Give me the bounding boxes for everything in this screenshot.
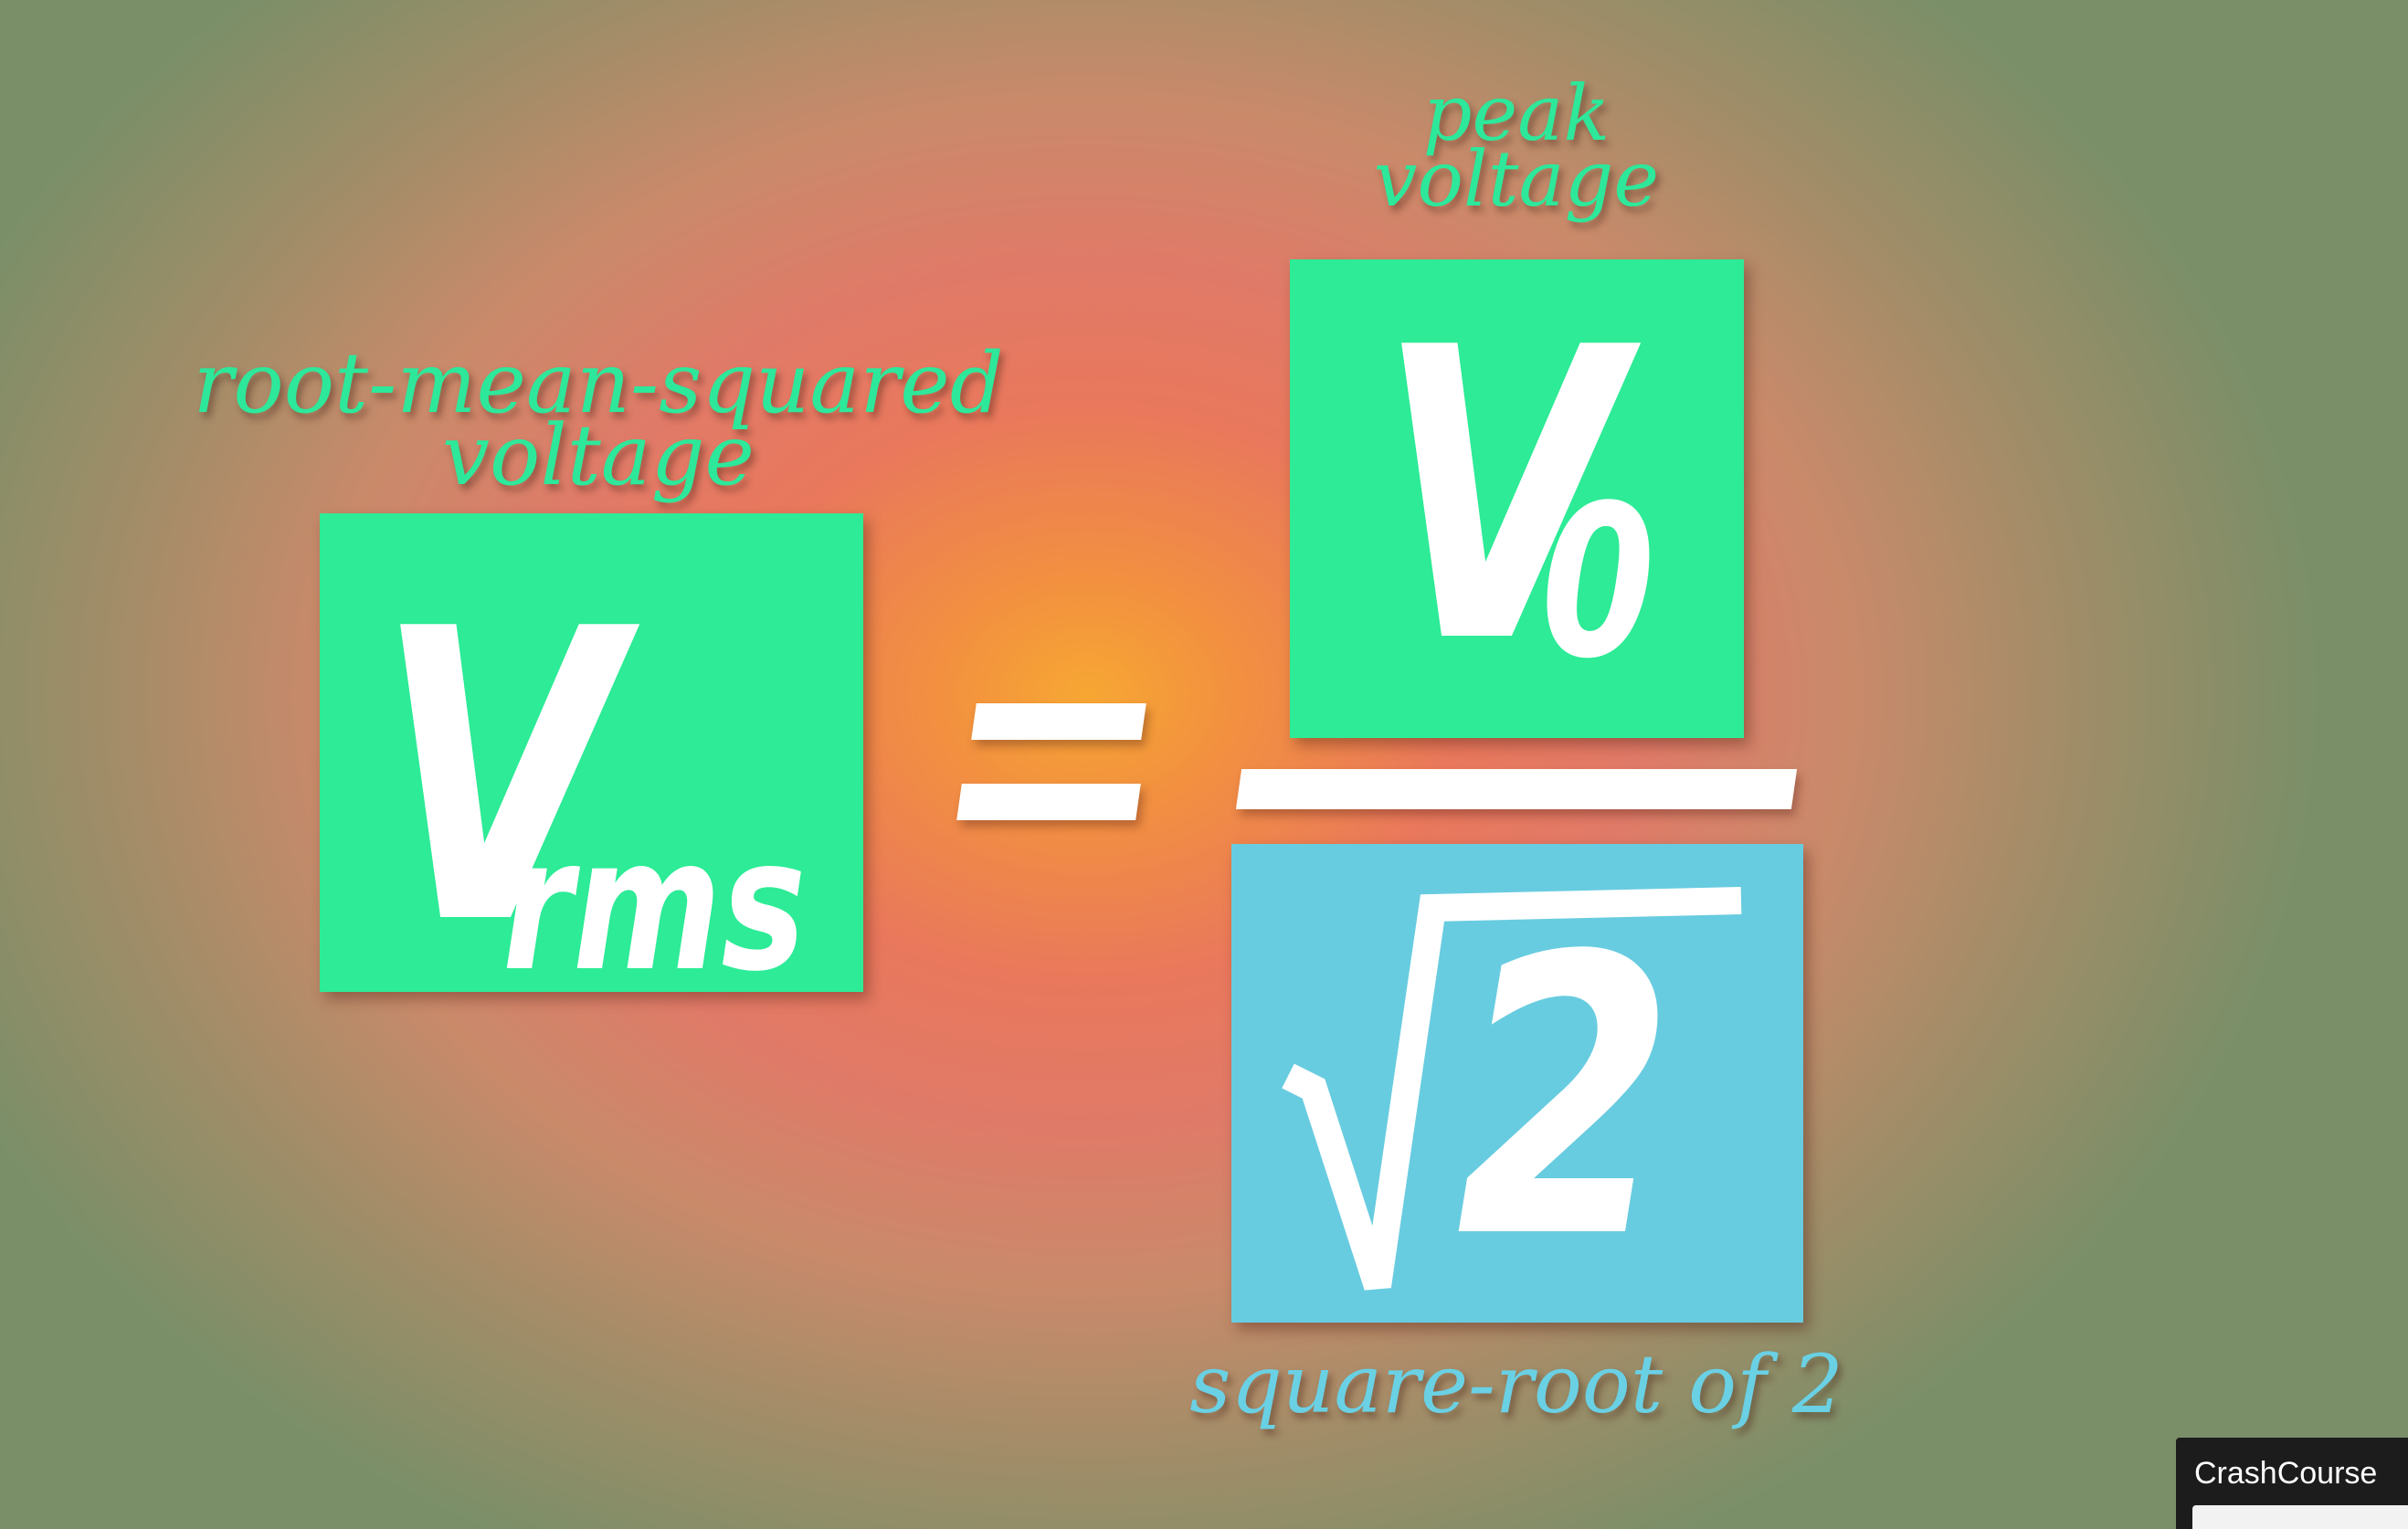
equals-sign-bottom-bar — [956, 784, 1141, 820]
vrms-symbol: V — [376, 544, 619, 1012]
caption-line: root-mean-squared — [193, 334, 1004, 432]
caption-square-root-of-2: square-root of 2 — [1151, 1337, 1882, 1431]
vrms-subscript: rms — [502, 799, 807, 1012]
sqrt2-box: 2 — [1231, 844, 1803, 1323]
caption-line: square-root of 2 — [1189, 1337, 1843, 1431]
v0-box: V 0 — [1290, 259, 1744, 738]
vrms-box: V rms — [320, 513, 863, 1012]
radicand: 2 — [1456, 876, 1675, 1323]
caption-root-mean-squared-voltage: root-mean-squared voltage — [146, 334, 1051, 505]
caption-line: voltage — [1373, 134, 1660, 225]
equals-sign-top-bar — [971, 703, 1146, 740]
radical-sign-icon — [1282, 887, 1742, 1291]
v0-subscript: 0 — [1541, 461, 1655, 705]
v0-symbol: V — [1378, 263, 1621, 731]
caption-line: peak — [1422, 69, 1611, 158]
caption-line: voltage — [442, 406, 755, 505]
channel-name[interactable]: CrashCourse — [2194, 1456, 2378, 1491]
badge-strip — [2192, 1505, 2408, 1529]
caption-peak-voltage: peak voltage — [1315, 69, 1717, 225]
fraction-bar — [1235, 769, 1798, 809]
channel-badge[interactable]: CrashCourse — [2176, 1438, 2408, 1529]
